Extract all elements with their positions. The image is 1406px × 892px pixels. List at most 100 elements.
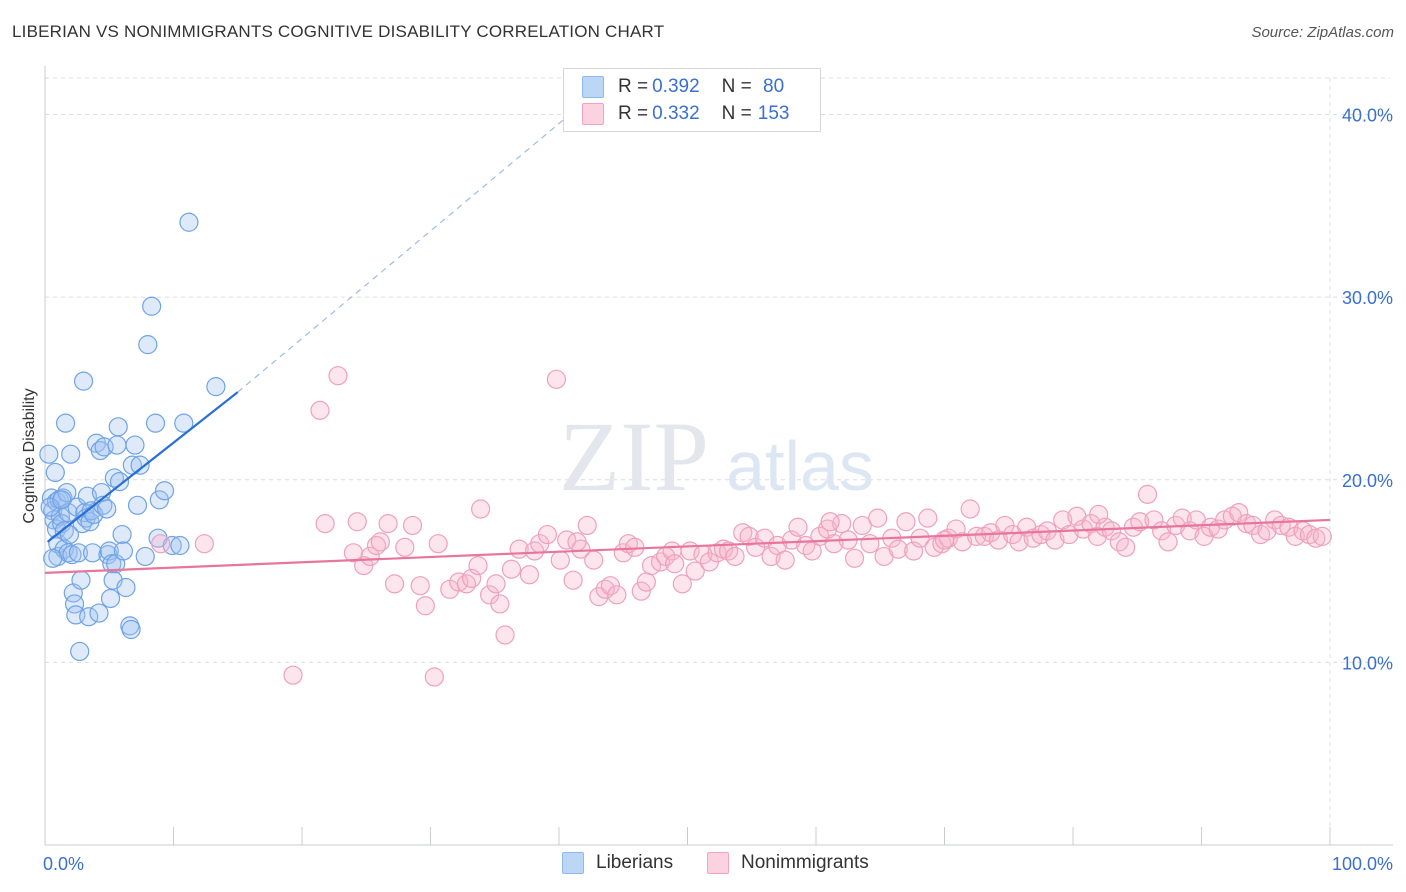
- nonimmigrants-swatch: [582, 103, 604, 125]
- nonimmigrants-point: [395, 537, 415, 557]
- liberians-point: [61, 444, 81, 464]
- liberians-point: [174, 413, 194, 433]
- liberians-point: [52, 490, 72, 510]
- liberians-point: [100, 588, 121, 609]
- nonimmigrants-point: [378, 513, 398, 534]
- nonimmigrants-point: [868, 508, 888, 528]
- tick-labels: 10.0% 20.0% 30.0% 40.0% 0.0% 100.0%: [43, 106, 1393, 874]
- liberians-point: [142, 296, 162, 316]
- nonimmigrants-point: [370, 532, 390, 552]
- nonimmigrants-point: [550, 550, 570, 570]
- nonimmigrants-point: [636, 572, 656, 592]
- nonimmigrants-point: [820, 512, 840, 532]
- data-points: [39, 212, 1332, 687]
- nonimmigrants-point: [151, 534, 171, 554]
- nonimmigrants-point: [471, 499, 491, 519]
- liberians-point: [40, 497, 60, 517]
- chart-title: LIBERIAN VS NONIMMIGRANTS COGNITIVE DISA…: [12, 22, 665, 41]
- liberians-point: [39, 444, 59, 464]
- n-label: N =: [721, 103, 752, 124]
- n-value: 153: [757, 103, 790, 124]
- y-tick-label: 20.0%: [1342, 471, 1393, 491]
- source-credit: Source: ZipAtlas.com: [1251, 24, 1394, 41]
- legend-item-nonimmigrants[interactable]: Nonimmigrants: [707, 852, 869, 874]
- nonimmigrants-point: [490, 594, 510, 614]
- nonimmigrants-point: [631, 581, 651, 601]
- legend-label-liberians: Liberians: [596, 852, 674, 873]
- liberians-point: [81, 501, 101, 521]
- nonimmigrants-point: [1089, 504, 1109, 525]
- liberians-point: [107, 435, 127, 455]
- watermark: ZIP atlas: [559, 401, 874, 512]
- nonimmigrants-point: [852, 515, 872, 536]
- nonimmigrants-point: [1251, 524, 1271, 545]
- nonimmigrants-point: [860, 534, 880, 554]
- nonimmigrants-point: [788, 517, 808, 537]
- liberians-point: [149, 490, 169, 510]
- liberians-point: [130, 455, 150, 475]
- liberians-point: [145, 413, 166, 433]
- nonimmigrants-point: [1031, 524, 1051, 545]
- stats-legend-row-nonimmigrants: R = 0.332 N = 153: [582, 102, 789, 126]
- r-value: 0.332: [652, 103, 700, 124]
- r-label: R =: [618, 103, 649, 124]
- liberians-point: [79, 607, 99, 627]
- nonimmigrants-point: [546, 369, 567, 389]
- nonimmigrants-point: [761, 546, 781, 567]
- nonimmigrants-point: [1158, 532, 1178, 552]
- liberians-trend-extension: [237, 117, 566, 393]
- nonimmigrants-point: [194, 534, 214, 554]
- liberians-point: [43, 548, 63, 568]
- liberians-point: [138, 335, 158, 355]
- legend-item-liberians[interactable]: Liberians: [562, 852, 673, 874]
- liberians-point: [70, 641, 90, 662]
- y-tick-label: 30.0%: [1342, 288, 1393, 308]
- r-value: 0.392: [652, 76, 700, 97]
- liberians-point: [89, 603, 109, 623]
- y-axis-label: Cognitive Disability: [21, 388, 38, 523]
- liberians-point: [82, 543, 103, 563]
- liberians-point: [71, 570, 91, 590]
- nonimmigrants-point: [775, 550, 795, 570]
- nonimmigrants-point: [595, 579, 615, 599]
- nonimmigrants-point: [584, 550, 604, 570]
- nonimmigrants-point: [537, 524, 558, 545]
- nonimmigrants-point: [343, 543, 363, 563]
- liberians-point: [112, 524, 132, 545]
- y-tick-label: 10.0%: [1342, 653, 1393, 673]
- nonimmigrants-point: [1229, 503, 1249, 523]
- nonimmigrants-point: [449, 572, 469, 592]
- nonimmigrants-point: [725, 546, 745, 567]
- liberians-point: [55, 413, 76, 433]
- liberians-point: [68, 543, 89, 563]
- nonimmigrants-point: [328, 366, 348, 386]
- liberians-point: [121, 619, 141, 640]
- r-label: R =: [618, 76, 649, 97]
- nonimmigrants-trend-line: [44, 518, 1331, 574]
- nonimmigrants-point: [402, 515, 423, 536]
- y-tick-label: 40.0%: [1342, 106, 1393, 126]
- n-label: N =: [721, 76, 752, 97]
- nonimmigrants-point: [685, 561, 705, 581]
- nonimmigrants-point: [486, 574, 506, 594]
- x-tick-label: 0.0%: [43, 854, 84, 874]
- nonimmigrants-point: [283, 665, 303, 685]
- liberians-point: [127, 495, 148, 515]
- nonimmigrants-point: [960, 499, 980, 519]
- nonimmigrants-point: [1144, 510, 1164, 530]
- watermark-atlas: atlas: [726, 427, 874, 505]
- liberians-point: [97, 499, 117, 519]
- liberians-point: [45, 462, 65, 483]
- liberians-point: [154, 481, 175, 501]
- nonimmigrants-point: [563, 570, 583, 590]
- nonimmigrants-point: [844, 548, 865, 568]
- nonimmigrants-point: [567, 532, 587, 552]
- nonimmigrants-point: [888, 539, 908, 559]
- nonimmigrants-point: [974, 526, 994, 546]
- nonimmigrants-point: [501, 559, 522, 579]
- nonimmigrants-point: [315, 513, 335, 534]
- nonimmigrants-point: [1306, 528, 1326, 548]
- axes: [44, 66, 1393, 846]
- liberians-trend-line: [46, 391, 239, 543]
